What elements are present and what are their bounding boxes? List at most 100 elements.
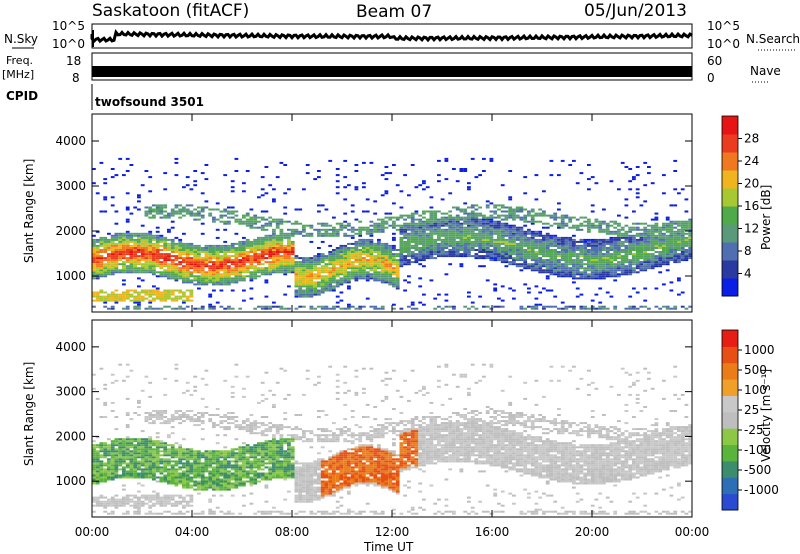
velocity-cell (155, 480, 160, 483)
power-cell (632, 267, 636, 270)
power-cell (129, 271, 134, 274)
power-cell (444, 228, 449, 231)
power-cell (212, 279, 216, 282)
power-cell (163, 242, 168, 245)
power-cell (260, 224, 265, 227)
power-cell (129, 253, 134, 256)
power-cell (125, 244, 130, 247)
power-cell (234, 247, 239, 249)
power-cell (159, 249, 164, 251)
power-cell (302, 277, 306, 280)
power-cell (103, 242, 108, 245)
velocity-cell (163, 478, 168, 481)
power-cell (253, 220, 258, 223)
velocity-cell (99, 504, 104, 507)
power-cell (347, 259, 351, 262)
power-cell (523, 249, 528, 251)
power-cell (605, 259, 610, 262)
power-cell (185, 299, 190, 302)
power-cell (418, 228, 423, 231)
power-cell (440, 224, 445, 227)
power-cell (215, 279, 220, 282)
nave-tick-bottom: 0 (707, 71, 715, 85)
power-cell (257, 261, 261, 264)
power-cell (613, 255, 618, 258)
power-cell (107, 238, 111, 241)
power-cell (350, 265, 355, 268)
power-cell (242, 289, 246, 292)
power-cell (125, 230, 130, 233)
power-cell (350, 253, 355, 256)
power-cell (298, 287, 303, 290)
power-cell (208, 212, 213, 215)
power-cell (680, 242, 685, 245)
power-cell (523, 261, 528, 264)
power-cell (658, 236, 663, 239)
power-cell (99, 259, 104, 262)
power-cell (328, 285, 333, 288)
power-cell (677, 277, 681, 280)
power-cell (624, 255, 629, 258)
power-cell (530, 251, 535, 253)
power-cell (598, 277, 603, 280)
power-cell (227, 283, 231, 286)
power-cell (272, 234, 276, 237)
power-cell (347, 287, 351, 290)
power-cell (598, 244, 603, 247)
power-cell (635, 257, 640, 260)
power-cell (294, 261, 299, 264)
power-cell (549, 242, 554, 245)
power-cell (302, 281, 306, 284)
power-cell (163, 210, 168, 213)
power-cell (613, 279, 618, 282)
velocity-cell (163, 504, 168, 507)
power-cell (253, 218, 258, 221)
velocity-cell (163, 464, 168, 467)
power-cell (275, 305, 280, 308)
power-cell (654, 238, 659, 241)
power-cell (470, 234, 475, 237)
power-cell (557, 271, 561, 274)
power-cell (227, 216, 231, 219)
power-cell (320, 291, 325, 294)
power-cell (137, 285, 141, 288)
power-cell (590, 263, 595, 266)
power-cell (384, 265, 389, 268)
power-cell (227, 259, 231, 262)
power-cell (159, 267, 164, 270)
power-cell (137, 249, 141, 251)
power-cell (114, 263, 119, 266)
power-cell (380, 279, 385, 282)
velocity-cell (137, 500, 141, 503)
power-cell (598, 247, 603, 249)
velocity-cell (137, 496, 141, 499)
power-cell (317, 228, 321, 231)
power-cell (264, 281, 269, 284)
power-cell (632, 226, 636, 229)
velocity-cell (182, 470, 186, 473)
power-cell (560, 222, 565, 225)
power-cell (114, 295, 119, 298)
power-cell (545, 226, 550, 229)
y-tick-label: 2000 (55, 224, 86, 238)
velocity-cell (167, 494, 171, 497)
power-cell (358, 249, 363, 251)
power-cell (470, 224, 475, 227)
colorbar-tick-label: 4 (744, 267, 752, 281)
power-cell (253, 214, 258, 217)
power-cell (365, 253, 370, 256)
power-cell (230, 307, 235, 310)
power-cell (249, 259, 254, 262)
power-cell (185, 253, 190, 256)
power-cell (587, 164, 591, 166)
power-cell (467, 182, 471, 185)
power-cell (594, 224, 599, 227)
power-cell (253, 247, 258, 249)
power-cell (384, 269, 389, 272)
power-cell (320, 279, 325, 282)
velocity-cell (114, 504, 119, 507)
power-cell (339, 251, 344, 253)
power-cell (628, 265, 633, 268)
power-cell (485, 255, 490, 258)
power-cell (204, 249, 209, 251)
